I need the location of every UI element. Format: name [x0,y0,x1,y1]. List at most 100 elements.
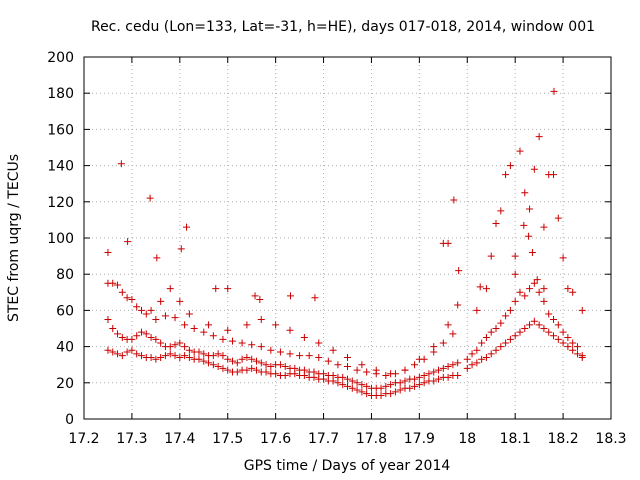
data-point [161,352,169,360]
data-point [521,189,529,197]
data-point [305,352,313,360]
data-point [257,315,265,323]
data-point [473,346,481,354]
data-point [334,361,342,369]
data-point [300,366,308,374]
data-point [449,330,457,338]
data-point [147,334,155,342]
data-point [152,315,160,323]
data-point [262,368,270,376]
data-point [195,355,203,363]
data-point [238,339,246,347]
data-point [104,315,112,323]
data-points [104,87,586,399]
data-point [205,321,213,329]
data-point [573,343,581,351]
data-point [415,373,423,381]
data-point [161,312,169,320]
data-point [473,359,481,367]
data-point [540,223,548,231]
chart-title: Rec. cedu (Lon=133, Lat=-31, h=HE), days… [91,19,595,35]
data-point [530,317,538,325]
data-point [415,355,423,363]
data-point [454,301,462,309]
x-tick-label: 17.5 [212,431,243,447]
data-point [439,339,447,347]
x-tick-label: 17.7 [308,431,339,447]
data-point [137,328,145,336]
data-point [578,306,586,314]
data-point [497,207,505,215]
data-point [147,353,155,361]
data-point [487,350,495,358]
data-point [528,248,536,256]
data-point [291,364,299,372]
data-point [439,364,447,372]
data-point [185,346,193,354]
data-point [339,373,347,381]
data-point [224,326,232,334]
data-point [435,366,443,374]
data-point [137,352,145,360]
data-point [147,306,155,314]
data-point [176,353,184,361]
data-point [506,335,514,343]
data-point [209,332,217,340]
data-point [530,165,538,173]
data-point [540,297,548,305]
data-point [554,335,562,343]
data-point [430,343,438,351]
y-tick-label: 20 [56,376,74,392]
data-point [525,232,533,240]
data-point [252,357,260,365]
data-point [516,328,524,336]
data-point [300,334,308,342]
data-point [344,382,351,390]
data-point [415,381,423,389]
data-point [358,361,366,369]
data-point [530,279,538,287]
data-point [358,381,366,389]
data-point [455,267,463,275]
x-tick-label: 17.4 [164,431,195,447]
data-point [166,285,174,293]
data-point [449,361,457,369]
data-point [267,363,275,371]
data-point [535,288,543,296]
data-point [157,339,165,347]
data-point [526,285,534,293]
data-point [363,382,371,390]
data-point [114,350,122,358]
data-point [276,361,284,369]
data-point [559,254,567,262]
data-point [363,390,371,398]
data-point [117,160,125,168]
data-point [516,147,524,155]
data-point [181,321,189,329]
data-point [564,334,572,342]
data-point [109,325,117,332]
data-point [476,283,484,291]
data-point [157,297,165,305]
data-point [133,350,141,358]
data-point [411,382,419,390]
data-point [128,296,136,304]
data-point [554,321,562,329]
data-point [511,297,519,305]
data-point [118,352,126,360]
data-point [128,335,136,343]
data-point [190,325,198,332]
data-point [251,292,259,300]
data-point [450,196,458,204]
data-point [559,328,567,336]
data-point [114,330,122,338]
data-point [200,350,208,358]
data-point [311,294,319,302]
y-axis-label: STEC from uqrg / TECUs [6,154,22,322]
data-point [344,363,351,371]
data-point [252,366,260,374]
y-tick-label: 40 [56,340,74,356]
data-point [137,306,145,314]
data-point [185,353,193,361]
